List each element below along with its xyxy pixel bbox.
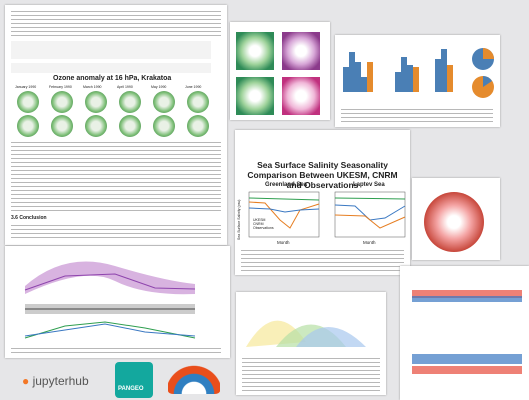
- y-axis-label: Sea Surface Salinity (psu): [237, 200, 241, 240]
- polar-map: [412, 178, 500, 260]
- ozone-doc: Ozone anomaly at 16 hPa, Krakatoa Januar…: [5, 5, 227, 245]
- text-block: [241, 248, 404, 272]
- density-doc: [236, 292, 386, 395]
- text-block: [11, 223, 221, 241]
- text-block: [11, 140, 221, 212]
- band: [25, 262, 195, 295]
- jupyter-logo: ● jupyterhub: [22, 374, 89, 388]
- map: [153, 115, 175, 137]
- esi-logo: [168, 364, 220, 394]
- code-cell: [11, 41, 211, 59]
- map: [187, 115, 209, 137]
- pie: [483, 48, 494, 59]
- map: [282, 77, 320, 115]
- histogram-doc: [335, 35, 500, 127]
- figure-title: Ozone anomaly at 16 hPa, Krakatoa: [53, 75, 171, 82]
- x-axis-label: Month: [363, 240, 376, 245]
- series: [412, 354, 522, 364]
- map: [187, 91, 209, 113]
- map: [17, 115, 39, 137]
- map: [236, 32, 274, 70]
- legend-entry: Observations: [253, 226, 274, 230]
- density: [236, 292, 386, 352]
- logo-text: jupyterhub: [33, 374, 89, 388]
- map: [85, 91, 107, 113]
- bars: [343, 49, 447, 92]
- panel-title: Laptev Sea: [353, 182, 385, 188]
- section-heading: 3.6 Conclusion: [11, 215, 47, 221]
- map-label: May 1990: [151, 85, 166, 89]
- line: [249, 198, 319, 200]
- text-block: [242, 356, 380, 392]
- map-label: April 1990: [117, 85, 133, 89]
- map: [119, 91, 141, 113]
- text-block: [341, 107, 493, 123]
- salinity-doc: Sea Surface Salinity Seasonality Compari…: [235, 130, 410, 275]
- line: [335, 215, 405, 228]
- text-block: [11, 346, 221, 356]
- map: [17, 91, 39, 113]
- line: [25, 322, 195, 338]
- map: [282, 32, 320, 70]
- collage: Ozone anomaly at 16 hPa, Krakatoa Januar…: [0, 0, 529, 400]
- map: [236, 77, 274, 115]
- timeseries-doc: [5, 246, 230, 358]
- map: [85, 115, 107, 137]
- series: [412, 296, 522, 302]
- map-label: June 1990: [185, 85, 201, 89]
- map-label: March 1990: [83, 85, 101, 89]
- noise-chart: [400, 266, 529, 400]
- histograms: [335, 37, 500, 107]
- timeseries: [5, 246, 230, 346]
- map: [153, 91, 175, 113]
- x-axis-label: Month: [277, 240, 290, 245]
- map: [51, 115, 73, 137]
- map: [119, 115, 141, 137]
- pangeo-logo: PANGEO: [115, 362, 153, 398]
- map-label: February 1990: [49, 85, 72, 89]
- map-label: January 1990: [15, 85, 36, 89]
- map: [424, 192, 484, 252]
- map-figure: [230, 22, 330, 120]
- text-block: [11, 9, 221, 37]
- line: [249, 208, 319, 212]
- line: [335, 198, 405, 199]
- code-cell: [11, 63, 211, 73]
- series: [412, 366, 522, 374]
- panel-title: Greenland Sea: [265, 182, 307, 188]
- logo-text: PANGEO: [118, 386, 144, 392]
- map: [51, 91, 73, 113]
- line: [335, 205, 405, 220]
